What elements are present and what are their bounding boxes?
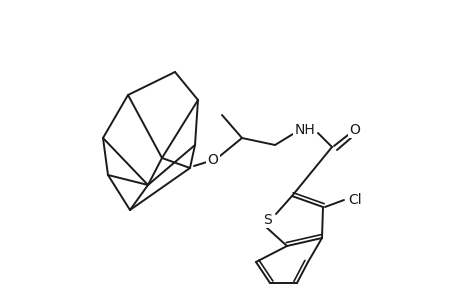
Text: S: S xyxy=(263,213,272,227)
Text: NH: NH xyxy=(294,123,315,137)
Text: Cl: Cl xyxy=(347,193,361,207)
Text: O: O xyxy=(349,123,360,137)
Text: O: O xyxy=(207,153,218,167)
